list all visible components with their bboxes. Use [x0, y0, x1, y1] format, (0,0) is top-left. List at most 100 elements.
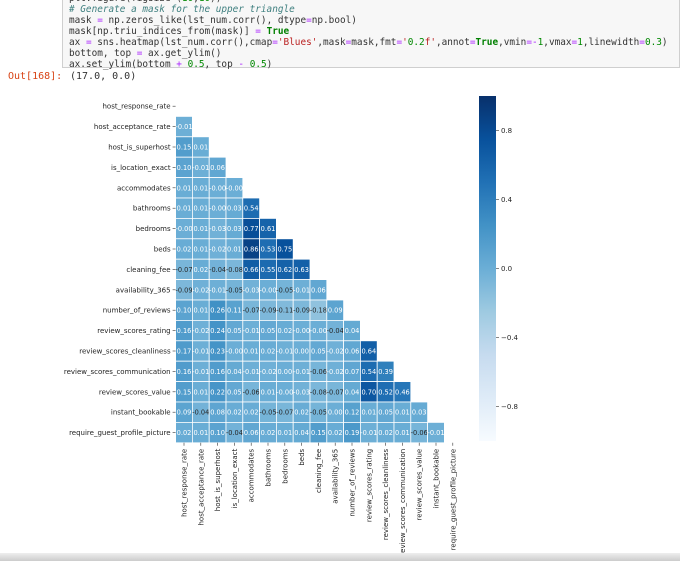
cell-annotation: 0.06 — [345, 348, 360, 356]
y-tick-label: host_is_superhost — [108, 144, 171, 152]
x-tick-label: bedrooms — [281, 448, 289, 483]
cell-annotation: 0.01 — [193, 184, 208, 192]
cell-annotation: -0.07 — [327, 388, 344, 396]
y-tick-label: require_guest_profile_picture — [69, 429, 171, 437]
code-cell[interactable]: plt.figure(figsize=(10,10))# Generate a … — [62, 0, 680, 70]
x-tick-label: host_acceptance_rate — [197, 449, 205, 526]
cell-annotation: -0.00 — [226, 184, 243, 192]
cell-annotation: 0.86 — [244, 246, 259, 254]
y-tick-label: review_scores_value — [99, 388, 171, 396]
x-tick-label: host_response_rate — [181, 449, 189, 517]
cell-annotation: 0.01 — [193, 246, 208, 254]
y-tick-label: number_of_reviews — [103, 307, 171, 315]
cell-annotation: 0.64 — [361, 348, 376, 356]
cell-annotation: -0.02 — [192, 286, 209, 294]
cell-annotation: 0.05 — [227, 388, 242, 396]
x-tick-label: availability_365 — [332, 449, 340, 504]
x-tick-label: require_guest_profile_picture — [449, 449, 457, 551]
cell-annotation: 0.15 — [177, 144, 192, 152]
cell-annotation: 0.00 — [328, 409, 343, 417]
y-tick-label: instant_bookable — [111, 409, 171, 417]
cell-annotation: 0.46 — [395, 388, 410, 396]
x-tick-label: cleaning_fee — [315, 449, 323, 493]
y-tick-label: cleaning_fee — [126, 266, 170, 274]
cell-annotation: 0.16 — [210, 368, 225, 376]
cell-annotation: -0.02 — [259, 368, 276, 376]
cell-annotation: -0.04 — [209, 266, 226, 274]
y-tick-label: host_acceptance_rate — [94, 123, 171, 131]
cell-annotation: 0.02 — [328, 429, 343, 437]
cell-annotation: -0.00 — [310, 327, 327, 335]
x-tick-label: review_scores_value — [416, 449, 424, 521]
cell-annotation: 0.01 — [177, 205, 192, 213]
cell-annotation: -0.01 — [243, 368, 260, 376]
x-tick-label: is_location_exact — [231, 449, 239, 509]
cell-annotation: 0.01 — [193, 205, 208, 213]
cell-annotation: -0.01 — [209, 286, 226, 294]
cell-annotation: 0.15 — [177, 388, 192, 396]
cell-annotation: 0.01 — [193, 388, 208, 396]
y-tick-label: bathrooms — [133, 205, 171, 213]
cell-annotation: 0.01 — [193, 144, 208, 152]
colorbar-tick-label: 0.0 — [501, 265, 512, 273]
cell-annotation: 0.01 — [227, 246, 242, 254]
cell-annotation: -0.01 — [175, 123, 192, 131]
cell-annotation: 0.03 — [227, 225, 242, 233]
code-line: plt.figure(figsize=(10,10)) — [69, 0, 668, 4]
cell-annotation: 0.05 — [261, 327, 276, 335]
cell-annotation: 0.55 — [261, 266, 276, 274]
cell-annotation: -0.00 — [209, 184, 226, 192]
cell-annotation: 0.63 — [294, 266, 309, 274]
code-line: mask[np.triu_indices_from(mask)] = True — [69, 26, 290, 37]
cell-annotation: 0.02 — [193, 266, 208, 274]
code-line: # Generate a mask for the upper triangle — [69, 4, 295, 15]
cell-annotation: -0.09 — [259, 307, 276, 315]
cell-annotation: -0.18 — [310, 307, 327, 315]
cell-annotation: 0.03 — [412, 409, 427, 417]
x-tick-label: beds — [298, 448, 306, 465]
cell-annotation: 0.01 — [193, 429, 208, 437]
cell-annotation: 0.05 — [378, 409, 393, 417]
cell-annotation: 0.70 — [361, 388, 376, 396]
cell-annotation: 0.10 — [210, 429, 225, 437]
cell-annotation: 0.04 — [294, 429, 309, 437]
cell-annotation: 0.16 — [177, 368, 192, 376]
cell-annotation: -0.06 — [411, 429, 428, 437]
cell-annotation: 0.04 — [227, 368, 242, 376]
cell-annotation: 0.01 — [244, 348, 259, 356]
cell-annotation: -0.03 — [209, 225, 226, 233]
cell-annotation: 0.00 — [294, 348, 309, 356]
cell-annotation: 0.03 — [227, 205, 242, 213]
code-editor[interactable]: plt.figure(figsize=(10,10))# Generate a … — [69, 0, 668, 70]
horizontal-scrollbar[interactable] — [0, 553, 680, 561]
y-tick-label: beds — [154, 246, 171, 254]
cell-annotation: -0.04 — [226, 429, 243, 437]
cell-annotation: -0.00 — [209, 205, 226, 213]
y-tick-label: review_scores_rating — [97, 327, 170, 335]
colorbar-tick-label: 0.4 — [501, 196, 513, 204]
cell-annotation: -0.05 — [226, 286, 243, 294]
cell-annotation: 0.00 — [277, 368, 292, 376]
cell-annotation: 0.07 — [345, 368, 360, 376]
cell-annotation: 0.01 — [361, 409, 376, 417]
cell-annotation: 0.39 — [378, 368, 393, 376]
cell-annotation: -0.01 — [360, 429, 377, 437]
cell-annotation: 0.02 — [277, 327, 292, 335]
cell-annotation: 0.23 — [210, 348, 225, 356]
cell-annotation: 0.04 — [345, 327, 360, 335]
y-tick-label: bedrooms — [136, 225, 171, 233]
cell-annotation: -0.00 — [175, 225, 192, 233]
cell-annotation: -0.09 — [175, 286, 192, 294]
cell-annotation: 0.08 — [210, 409, 225, 417]
cell-annotation: 0.24 — [210, 327, 225, 335]
cell-annotation: 0.10 — [177, 164, 192, 172]
cell-annotation: 0.62 — [277, 266, 292, 274]
y-tick-label: host_response_rate — [102, 103, 170, 111]
cell-annotation: 0.10 — [177, 307, 192, 315]
cell-annotation: -0.04 — [192, 409, 209, 417]
cell-annotation: 0.05 — [311, 348, 326, 356]
cell-annotation: -0.09 — [293, 307, 310, 315]
x-tick-label: number_of_reviews — [349, 448, 357, 516]
cell-annotation: 0.66 — [244, 266, 259, 274]
